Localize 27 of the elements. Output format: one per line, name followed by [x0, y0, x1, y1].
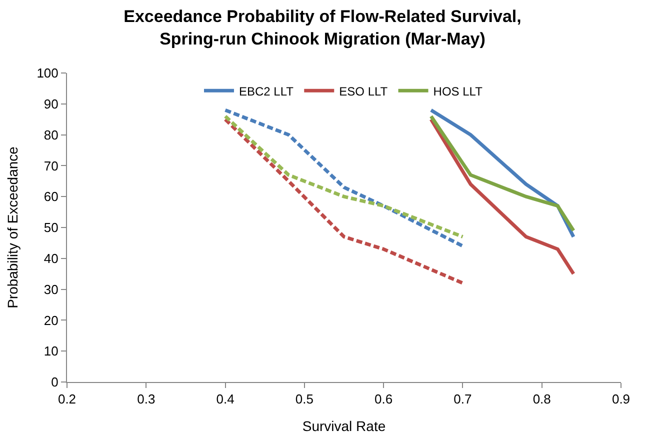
- y-tick-label: 50: [44, 220, 58, 236]
- y-tick-label: 30: [44, 282, 58, 297]
- x-tick-label: 0.4: [216, 392, 234, 407]
- line-series: [224, 118, 464, 285]
- y-tick-label: 40: [44, 250, 58, 266]
- x-tick-label: 0.3: [137, 392, 156, 407]
- legend-label: HOS LLT: [433, 84, 484, 98]
- x-tick-label: 0.8: [532, 392, 551, 407]
- x-tick-label: 0.5: [295, 392, 314, 407]
- y-tick-label: 20: [44, 312, 58, 328]
- legend-label: EBC2 LLT: [239, 84, 294, 98]
- legend-label: ESO LLT: [339, 84, 388, 98]
- y-tick-label: 90: [44, 96, 58, 112]
- y-axis-title: Probability of Exceedance: [4, 146, 20, 308]
- x-tick-label: 0.2: [58, 392, 76, 407]
- y-tick-label: 100: [36, 66, 58, 81]
- x-axis-title: Survival Rate: [302, 418, 386, 434]
- x-tick-label: 0.7: [454, 392, 472, 407]
- x-tick-label: 0.6: [374, 392, 393, 407]
- y-tick-label: 0: [51, 374, 58, 390]
- y-tick-label: 10: [44, 344, 58, 359]
- y-tick-label: 70: [44, 158, 58, 174]
- y-tick-label: 60: [44, 189, 58, 204]
- chart-title: Exceedance Probability of Flow-Related Survival, Spring-run Chinook Migration (Mar-May): [124, 7, 522, 48]
- line-series: [429, 118, 576, 276]
- y-tick-label: 80: [44, 127, 58, 142]
- x-tick-label: 0.9: [612, 392, 630, 407]
